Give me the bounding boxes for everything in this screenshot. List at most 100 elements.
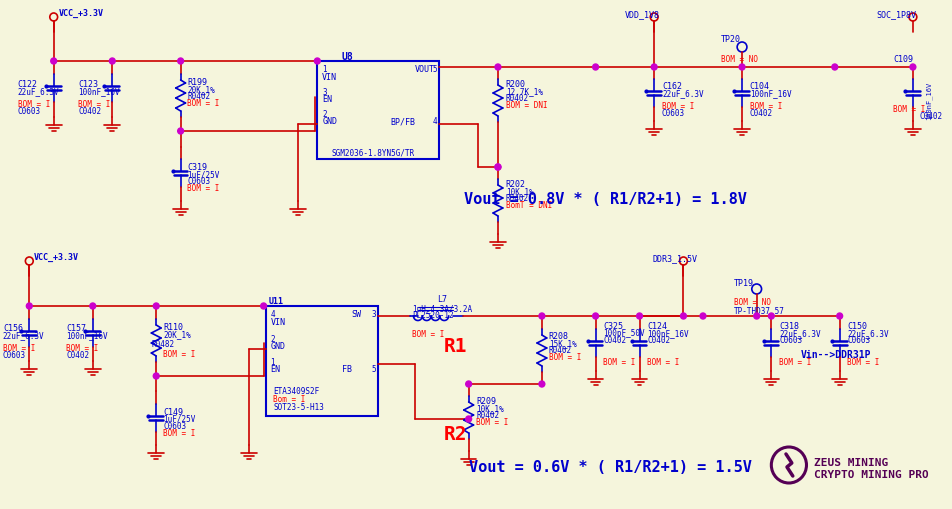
Text: 5: 5: [432, 65, 437, 74]
Circle shape: [466, 416, 471, 422]
Text: 1uF/25V: 1uF/25V: [188, 169, 220, 179]
Text: SOC_1P8V: SOC_1P8V: [876, 10, 916, 19]
Text: C0402: C0402: [646, 335, 670, 344]
Text: SW: SW: [351, 309, 361, 318]
Text: C318: C318: [779, 321, 799, 330]
Circle shape: [636, 314, 642, 319]
Circle shape: [739, 65, 744, 71]
Text: FB: FB: [342, 364, 351, 373]
Text: C149: C149: [163, 407, 183, 416]
Circle shape: [680, 314, 685, 319]
Text: PL2520-12: PL2520-12: [411, 310, 453, 319]
Text: BOM = I: BOM = I: [188, 99, 220, 108]
Circle shape: [494, 65, 501, 71]
Text: R200: R200: [506, 80, 526, 89]
Text: R0402: R0402: [188, 92, 210, 101]
Text: 1: 1: [270, 357, 275, 366]
Text: C0603: C0603: [662, 109, 684, 118]
Circle shape: [494, 165, 501, 171]
Text: VOUT: VOUT: [414, 65, 434, 74]
Text: SGM2036-1.8YN5G/TR: SGM2036-1.8YN5G/TR: [331, 148, 415, 157]
Text: VCC_+3.3V: VCC_+3.3V: [58, 9, 104, 18]
Text: 100nF_16V: 100nF_16V: [749, 89, 791, 98]
Bar: [266, 306, 377, 416]
Circle shape: [592, 314, 598, 319]
Text: 20K_1%: 20K_1%: [163, 329, 190, 338]
Text: 22uF_6.3V: 22uF_6.3V: [662, 89, 703, 98]
Text: R0402: R0402: [476, 410, 499, 419]
Text: BOM = NO: BOM = NO: [733, 297, 770, 306]
Text: Vout = 0.6V * ( R1/R2+1) = 1.5V: Vout = 0.6V * ( R1/R2+1) = 1.5V: [468, 459, 751, 474]
Text: 100nF_16V: 100nF_16V: [646, 328, 688, 337]
Text: C0402: C0402: [603, 335, 625, 344]
Circle shape: [909, 65, 915, 71]
Text: 3: 3: [370, 309, 375, 318]
Text: 22uF_6.3V: 22uF_6.3V: [3, 330, 45, 340]
Circle shape: [261, 303, 267, 309]
Text: BOM = I: BOM = I: [188, 184, 220, 192]
Text: VCC_+3.3V: VCC_+3.3V: [34, 252, 79, 262]
Text: TP20: TP20: [720, 35, 740, 44]
Text: 22uF_6.3V: 22uF_6.3V: [846, 328, 888, 337]
Text: ZEUS MINING: ZEUS MINING: [813, 457, 887, 467]
Text: C0402: C0402: [67, 350, 89, 359]
Text: BOM = I: BOM = I: [78, 100, 110, 109]
Text: VIN: VIN: [322, 73, 337, 82]
Text: 22uF_6.3V: 22uF_6.3V: [17, 87, 59, 96]
Text: C0402: C0402: [749, 109, 772, 118]
Text: Vin-->DDR31P: Vin-->DDR31P: [800, 349, 870, 359]
Circle shape: [153, 303, 159, 309]
Text: C109: C109: [892, 55, 912, 64]
Circle shape: [153, 373, 159, 379]
Circle shape: [836, 314, 842, 319]
Text: BOM = I: BOM = I: [892, 105, 924, 114]
Text: R2: R2: [444, 424, 467, 443]
Text: C0603: C0603: [163, 421, 186, 430]
Text: Vout = 0.8V * ( R1/R2+1) = 1.8V: Vout = 0.8V * ( R1/R2+1) = 1.8V: [464, 191, 745, 207]
Text: TP-THD37_57: TP-THD37_57: [733, 305, 784, 315]
Text: BOM = NO: BOM = NO: [720, 55, 757, 64]
Text: C0402: C0402: [78, 107, 101, 116]
Circle shape: [700, 314, 705, 319]
Text: L7: L7: [437, 294, 446, 303]
Text: C0603: C0603: [3, 350, 26, 359]
Text: Bom = I: Bom = I: [273, 394, 306, 403]
Text: R0402: R0402: [506, 193, 528, 203]
Circle shape: [466, 381, 471, 387]
Text: BOM = I: BOM = I: [846, 357, 879, 366]
Text: GND: GND: [322, 117, 337, 126]
Text: BOM = I: BOM = I: [67, 344, 99, 352]
Text: BOM = DNI: BOM = DNI: [506, 101, 546, 110]
Circle shape: [314, 59, 320, 65]
Text: VIN: VIN: [270, 318, 286, 326]
Text: BOM = I: BOM = I: [779, 357, 811, 366]
Text: BOM = I: BOM = I: [662, 102, 694, 111]
Text: 1uH_4.3A/3.2A: 1uH_4.3A/3.2A: [411, 303, 471, 313]
Text: 1: 1: [322, 65, 327, 74]
Text: 100nF_16V: 100nF_16V: [67, 330, 108, 340]
Text: BOM = I: BOM = I: [411, 329, 444, 338]
Text: BOM = I: BOM = I: [163, 428, 195, 437]
Text: C123: C123: [78, 80, 98, 89]
Text: 2: 2: [322, 110, 327, 119]
Text: 20K_1%: 20K_1%: [188, 85, 215, 94]
Circle shape: [753, 314, 759, 319]
Text: 1uF/25V: 1uF/25V: [163, 414, 195, 423]
Text: EN: EN: [270, 364, 280, 373]
Text: C0402: C0402: [919, 112, 942, 121]
Text: 4: 4: [270, 309, 275, 318]
Circle shape: [831, 65, 837, 71]
Text: C0603: C0603: [188, 177, 210, 186]
Circle shape: [539, 381, 545, 387]
Text: DDR3_1.5V: DDR3_1.5V: [651, 253, 697, 263]
Circle shape: [494, 165, 501, 171]
Text: R199: R199: [188, 78, 208, 87]
Circle shape: [177, 129, 184, 135]
Text: 22uF_6.3V: 22uF_6.3V: [779, 328, 820, 337]
Text: 12.7K_1%: 12.7K_1%: [506, 87, 543, 96]
Text: 10K_1%: 10K_1%: [506, 187, 533, 195]
Text: SOT23-5-H13: SOT23-5-H13: [273, 402, 324, 411]
Text: 10K_1%: 10K_1%: [476, 403, 504, 412]
Circle shape: [89, 303, 95, 309]
Text: BomT = DNI: BomT = DNI: [506, 201, 551, 210]
